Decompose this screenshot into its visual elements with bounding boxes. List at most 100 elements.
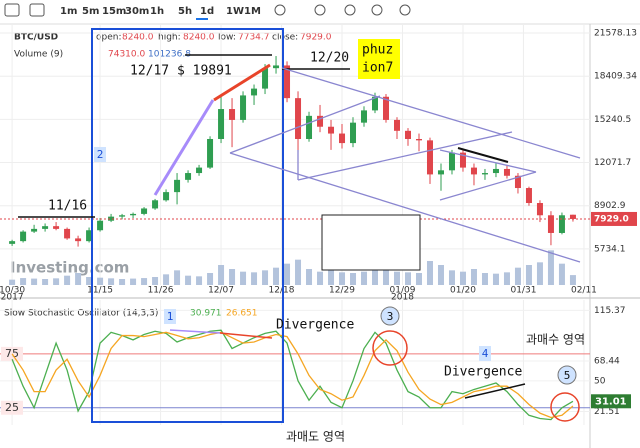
candle-body xyxy=(108,216,115,221)
label-circle xyxy=(380,306,400,326)
y-tick-label: 21578.13 xyxy=(594,29,637,39)
volume-bar xyxy=(547,250,554,285)
annotation: 2 xyxy=(97,148,104,161)
candle-body xyxy=(9,241,16,244)
volume-bar xyxy=(295,259,302,285)
annotation: 5 xyxy=(564,369,571,382)
logo: Investing.com xyxy=(10,259,129,277)
volume-bar xyxy=(185,275,192,285)
volume-bar xyxy=(9,279,16,285)
volume-bar xyxy=(448,270,455,285)
ohlc-value: 8240.0 xyxy=(183,33,215,43)
candle-body xyxy=(152,200,159,209)
y-tick-label: 18409.34 xyxy=(594,72,637,82)
candle-body xyxy=(448,152,455,171)
level-tag xyxy=(1,400,23,415)
ohlc-label: close: xyxy=(272,33,298,43)
indicator-icon[interactable] xyxy=(274,4,286,16)
x-tick-label: 12/18 xyxy=(269,286,295,296)
candle-body xyxy=(558,215,565,233)
volume-bar xyxy=(459,271,466,285)
oscillator-value: 30.971 xyxy=(190,309,222,319)
volume-bar xyxy=(525,265,532,285)
volume-bar xyxy=(141,278,148,285)
candle-body xyxy=(196,167,203,174)
candle-body xyxy=(97,220,104,231)
volume-bar xyxy=(306,269,313,285)
volume-bar xyxy=(284,263,291,285)
candle-body xyxy=(514,175,521,189)
author: phuz xyxy=(362,43,393,58)
y-tick-label: 8902.9 xyxy=(594,201,626,211)
plot: 10/30 11/15 11/26 12/07 12/18 12/29 01/09 01/20… xyxy=(0,25,637,425)
volume-bar xyxy=(569,275,576,285)
annotation: 11/16 xyxy=(48,199,87,214)
candle-body xyxy=(350,122,357,144)
volume-bar xyxy=(361,271,368,285)
candle-body xyxy=(75,238,82,242)
volume-bar xyxy=(393,271,400,285)
candle-body xyxy=(240,95,247,120)
candle-body xyxy=(163,192,170,201)
symbol: BTC/USD xyxy=(14,33,58,43)
timeframe[interactable]: 5m xyxy=(82,6,99,17)
timeframe[interactable]: 1W xyxy=(226,6,244,17)
x-tick-label: 01/09 xyxy=(390,286,416,296)
timeframe[interactable]: 1d xyxy=(200,6,214,17)
trendline xyxy=(153,99,215,196)
candle-body xyxy=(470,167,477,175)
volume-bar xyxy=(481,273,488,285)
x-tick-label: 11/26 xyxy=(148,286,174,296)
x-tick-label: 12/07 xyxy=(208,286,234,296)
label-box xyxy=(164,309,176,324)
candle-body xyxy=(141,208,148,214)
timeframe[interactable]: 5h xyxy=(178,6,192,17)
volume-bar xyxy=(240,271,247,285)
volume-bar xyxy=(492,273,499,285)
timeframe[interactable]: 30m xyxy=(125,6,149,17)
volume-bar xyxy=(97,277,104,285)
fullscreen-icon[interactable] xyxy=(399,4,411,16)
candle-body xyxy=(119,215,126,217)
ohlc-value: 7734.7 xyxy=(238,33,270,43)
candle-body xyxy=(207,138,214,168)
annotation: 12/20 xyxy=(310,51,349,66)
label-circle xyxy=(557,365,577,385)
y-tick-label: 12071.7 xyxy=(594,158,631,168)
year-label: 2017 xyxy=(1,293,24,303)
volume-bar xyxy=(53,278,60,285)
y-tick-label: 5734.1 xyxy=(594,244,626,254)
candle-body xyxy=(536,203,543,216)
volume-bar xyxy=(372,269,379,285)
volume-bar xyxy=(229,269,236,285)
oscillator-line xyxy=(11,329,574,421)
volume-bar xyxy=(207,273,214,285)
volume-bar xyxy=(317,271,324,285)
annotation: Divergence xyxy=(276,318,354,333)
share-icon[interactable] xyxy=(371,4,383,16)
volume-bar xyxy=(31,278,38,285)
highlight-box xyxy=(91,28,284,423)
volume-bar xyxy=(174,270,181,285)
settings-icon[interactable] xyxy=(29,3,45,17)
timeframe[interactable]: 1h xyxy=(150,6,164,17)
timeframe[interactable]: 1m xyxy=(60,6,77,17)
timeframe[interactable]: 1M xyxy=(244,6,261,17)
x-tick-label: 10/30 xyxy=(0,286,25,296)
save-icon[interactable] xyxy=(344,4,356,16)
annotation: 1 xyxy=(167,310,174,323)
volume-bar xyxy=(20,278,27,285)
channel-line xyxy=(297,131,513,181)
volume-value: 74310.0 xyxy=(108,50,145,60)
draw-icon[interactable] xyxy=(314,4,326,16)
candle-body xyxy=(130,213,137,216)
candle-body xyxy=(328,126,335,134)
volume-bar xyxy=(218,265,225,285)
highlight-circle xyxy=(372,330,408,366)
chart-icon[interactable] xyxy=(4,3,20,17)
candle-body xyxy=(251,88,258,96)
label-box xyxy=(479,346,491,361)
level-label: 25 xyxy=(5,401,19,414)
timeframe[interactable]: 15m xyxy=(102,6,126,17)
